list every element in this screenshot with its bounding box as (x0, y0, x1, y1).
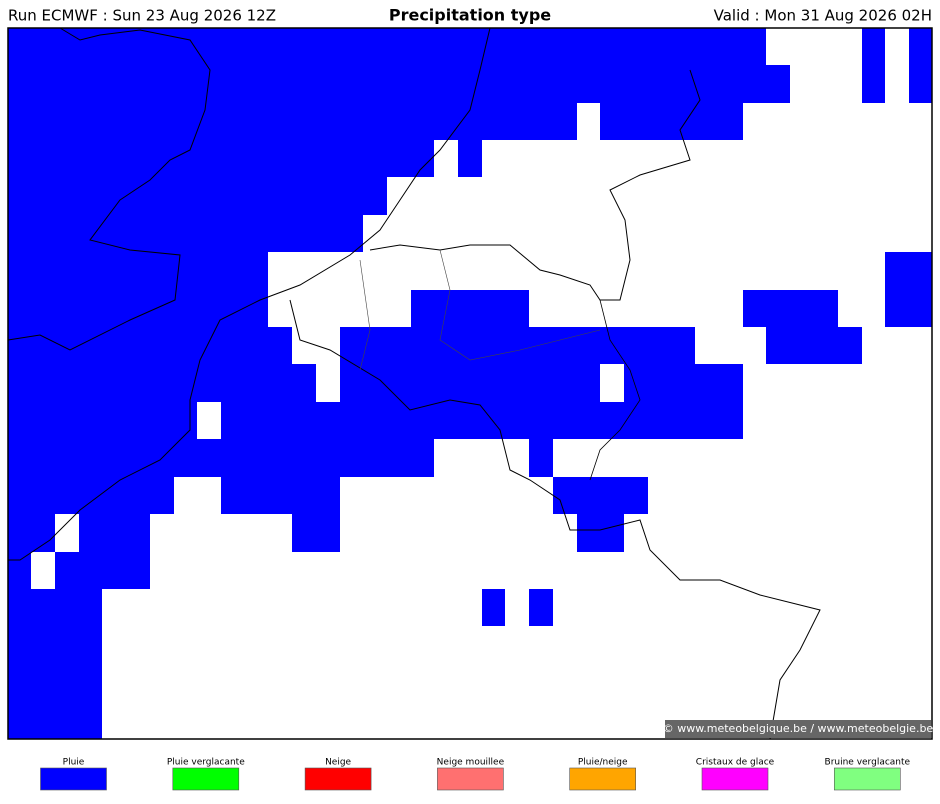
legend: Pluie Pluie verglacante Neige Neige mouille… (40, 758, 911, 791)
rain-cell (8, 664, 102, 701)
legend-label: Cristaux de glace (696, 758, 775, 768)
rain-cell (766, 327, 862, 364)
legend-swatch (172, 767, 240, 791)
rain-cell (8, 439, 434, 477)
rain-cell (411, 290, 529, 327)
rain-cell (600, 103, 743, 140)
rain-cell (340, 327, 695, 364)
rain-cell (529, 439, 553, 477)
rain-cell (8, 626, 102, 664)
legend-swatch (569, 767, 637, 791)
rain-cell (79, 514, 150, 552)
rain-cell (8, 327, 292, 364)
legend-label: Neige (325, 758, 351, 768)
legend-swatch (437, 767, 504, 791)
credit-bg (665, 720, 931, 738)
rain-cell (8, 65, 790, 103)
rain-cell (340, 364, 600, 402)
rain-cell (8, 701, 102, 739)
precip-area (8, 28, 932, 739)
rain-cell (8, 402, 197, 439)
rain-cell (885, 290, 932, 327)
legend-label: Pluie verglacante (167, 758, 245, 768)
legend-swatch (40, 767, 107, 791)
rain-cell (221, 477, 340, 514)
rain-cell (529, 589, 553, 626)
rain-cell (8, 215, 363, 252)
legend-swatch (304, 767, 372, 791)
legend-label: Pluie/neige (578, 758, 628, 768)
rain-cell (743, 290, 838, 327)
rain-cell (8, 477, 174, 514)
legend-swatch (701, 767, 769, 791)
rain-cell (55, 552, 150, 589)
rain-cell (8, 290, 268, 327)
rain-cell (482, 589, 505, 626)
rain-cell (885, 252, 932, 290)
rain-cell (624, 364, 743, 402)
valid-label: Valid : Mon 31 Aug 2026 02H (714, 7, 932, 25)
legend-label: Pluie (63, 758, 85, 768)
rain-cell (8, 103, 577, 140)
rain-cell (8, 589, 102, 626)
run-label: Run ECMWF : Sun 23 Aug 2026 12Z (8, 7, 276, 25)
rain-cell (8, 28, 766, 65)
title: Precipitation type (389, 6, 551, 25)
borders (7, 27, 821, 740)
rain-cell (458, 140, 482, 177)
rain-cell (8, 364, 316, 402)
rain-cell (577, 514, 624, 552)
rain-cell (292, 514, 340, 552)
rain-cell (8, 552, 31, 589)
credit: © www.meteobelgique.be / www.meteobelgie… (663, 722, 934, 735)
rain-cell (909, 28, 932, 65)
legend-label: Bruine verglacante (825, 758, 911, 768)
rain-cell (8, 177, 387, 215)
legend-swatch (833, 767, 901, 791)
rain-cell (909, 65, 932, 103)
rain-cell (862, 28, 885, 65)
rain-cell (862, 65, 885, 103)
rain-cell (553, 477, 648, 514)
rain-cell (8, 514, 55, 552)
map-frame (7, 27, 933, 740)
rain-cell (8, 252, 268, 290)
legend-label: Neige mouillee (437, 758, 505, 768)
rain-cell (8, 140, 434, 177)
